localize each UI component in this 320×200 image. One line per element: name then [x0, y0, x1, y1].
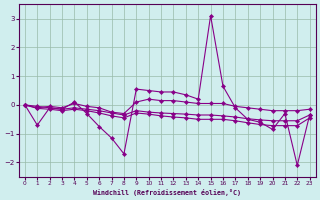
X-axis label: Windchill (Refroidissement éolien,°C): Windchill (Refroidissement éolien,°C) [93, 189, 241, 196]
